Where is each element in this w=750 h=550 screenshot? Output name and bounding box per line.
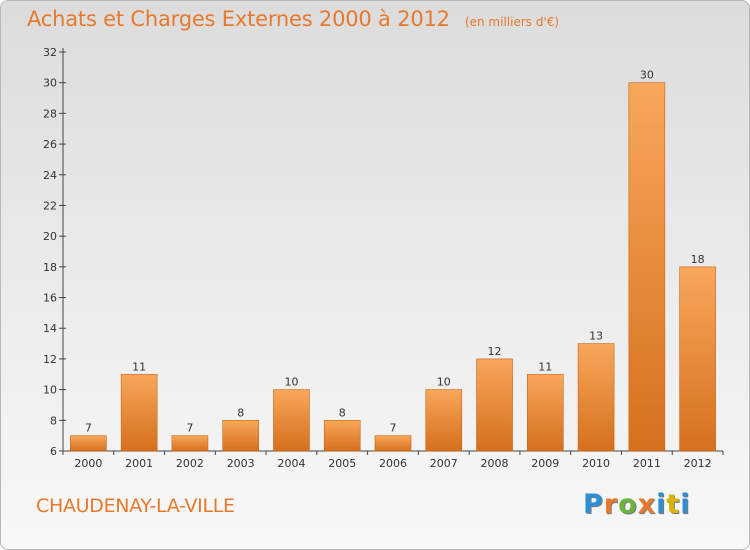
bar xyxy=(628,82,666,452)
logo-letter: i xyxy=(656,489,667,520)
bar-value-label: 18 xyxy=(691,253,705,266)
bar-value-label: 11 xyxy=(538,360,552,373)
y-tick-label: 18 xyxy=(43,261,57,274)
bar xyxy=(171,435,209,452)
bar xyxy=(425,389,463,452)
bar-value-label: 7 xyxy=(186,422,193,435)
bar-value-label: 13 xyxy=(589,330,603,343)
bar xyxy=(273,389,310,452)
y-tick-label: 14 xyxy=(43,322,57,335)
bar xyxy=(476,358,513,452)
x-tick-label: 2001 xyxy=(125,457,153,470)
bar-value-label: 7 xyxy=(390,422,397,435)
bar-value-label: 30 xyxy=(640,69,654,82)
logo-letter: o xyxy=(618,489,638,520)
x-tick-label: 2003 xyxy=(227,457,255,470)
chart-unit-label: (en milliers d'€) xyxy=(464,15,560,29)
x-tick-label: 2004 xyxy=(277,457,305,470)
bar-value-label: 10 xyxy=(284,376,298,389)
y-tick-label: 22 xyxy=(43,199,57,212)
x-tick-label: 2005 xyxy=(328,457,356,470)
bars xyxy=(70,82,716,452)
logo-letter: x xyxy=(637,489,657,520)
bar xyxy=(527,373,564,452)
y-tick-label: 24 xyxy=(43,169,57,182)
x-tick-label: 2008 xyxy=(481,457,509,470)
y-tick-label: 30 xyxy=(43,77,57,90)
bar-value-label: 12 xyxy=(488,345,502,358)
data-labels: 7 11 7 8 10 8 7 10 12 11 13 30 18 xyxy=(85,69,705,435)
x-tick-label: 2010 xyxy=(582,457,610,470)
y-tick-label: 28 xyxy=(43,107,57,120)
logo-letter: r xyxy=(603,489,619,520)
y-tick-label: 6 xyxy=(50,445,57,458)
x-tick-label: 2002 xyxy=(176,457,204,470)
x-axis: 2000 2001 2002 2003 2004 2005 2006 2007 2008 2009… xyxy=(62,450,724,470)
bar xyxy=(70,435,107,452)
y-tick-label: 8 xyxy=(50,414,57,427)
bar xyxy=(323,420,361,452)
logo-letter: t xyxy=(666,489,681,520)
x-tick-label: 2007 xyxy=(430,457,458,470)
bar-value-label: 10 xyxy=(437,376,451,389)
y-tick-label: 10 xyxy=(43,384,57,397)
commune-name: CHAUDENAY-LA-VILLE xyxy=(36,495,235,517)
x-tick-label: 2011 xyxy=(633,457,661,470)
y-tick-label: 12 xyxy=(43,353,57,366)
logo-letter: P xyxy=(583,489,604,520)
bar-value-label: 7 xyxy=(85,422,92,435)
bar xyxy=(679,266,716,452)
y-tick-label: 32 xyxy=(43,46,57,59)
logo-letter: i xyxy=(680,489,691,520)
y-tick-label: 26 xyxy=(43,138,57,151)
y-tick-label: 16 xyxy=(43,292,57,305)
bar-value-label: 8 xyxy=(237,406,244,419)
title-row: Achats et Charges Externes 2000 à 2012 (… xyxy=(27,7,559,31)
proxiti-logo[interactable]: Proxiti xyxy=(583,489,691,520)
y-axis: 6 8 10 12 14 16 18 20 22 24 26 28 30 32 xyxy=(43,46,66,458)
bar xyxy=(374,435,412,452)
x-tick-label: 2012 xyxy=(684,457,712,470)
bar xyxy=(577,343,615,452)
bar xyxy=(120,373,158,452)
y-tick-label: 20 xyxy=(43,230,57,243)
bar-value-label: 8 xyxy=(339,406,346,419)
x-tick-label: 2009 xyxy=(531,457,559,470)
bar xyxy=(222,420,259,452)
x-tick-label: 2006 xyxy=(379,457,407,470)
chart-title: Achats et Charges Externes 2000 à 2012 xyxy=(27,7,450,31)
x-tick-label: 2000 xyxy=(74,457,102,470)
bar-value-label: 11 xyxy=(132,360,146,373)
